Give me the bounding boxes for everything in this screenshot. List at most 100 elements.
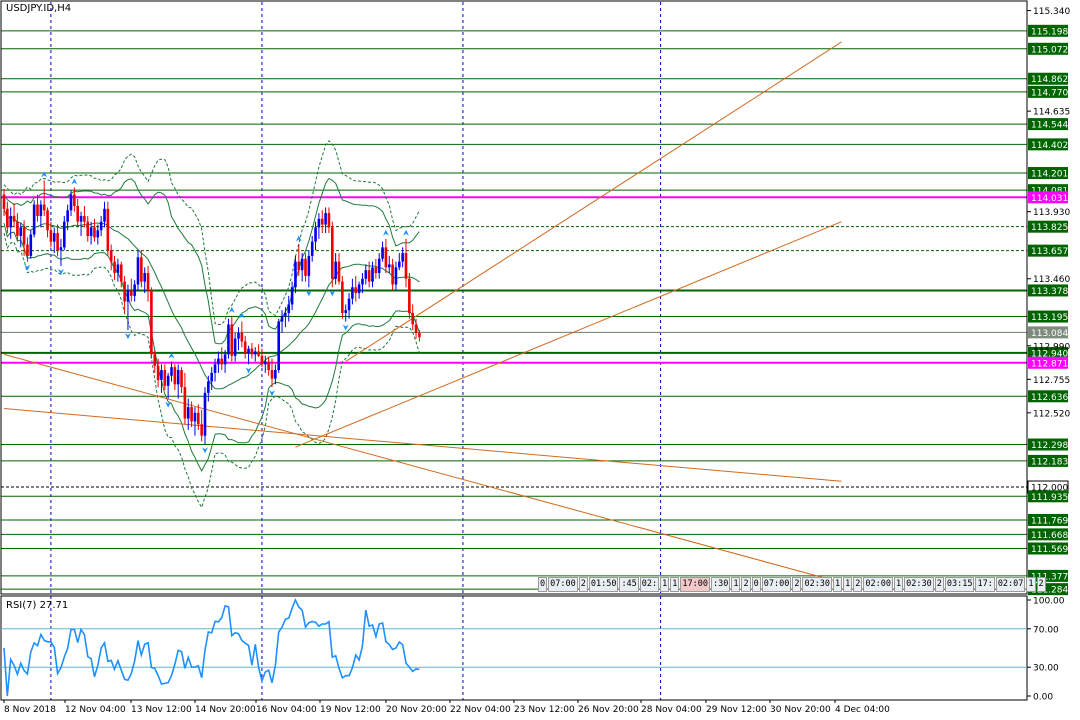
candle-body (46, 210, 49, 231)
fractal-up-icon (403, 229, 409, 236)
timeframe-cell[interactable]: 1 (1026, 577, 1036, 592)
candle-body (193, 412, 197, 422)
candle-body (49, 230, 53, 242)
price-level-label: 114.862 (1031, 75, 1068, 85)
timeframe-cell[interactable]: 2 (1036, 577, 1046, 592)
candle-body (83, 215, 86, 222)
timeframe-cell[interactable]: 07:00 (548, 577, 578, 592)
candle-body (408, 278, 411, 313)
candle-body (240, 332, 244, 342)
candle-body (200, 424, 203, 436)
timeframe-cell[interactable]: 02:30 (802, 577, 833, 592)
timeframe-cell[interactable]: 0 (538, 577, 548, 592)
candle-body (136, 257, 140, 285)
candle-body (317, 218, 321, 228)
timeframe-cell[interactable]: 2 (578, 577, 588, 592)
candle-body (213, 364, 217, 373)
candle-body (250, 348, 254, 355)
candle-body (153, 354, 157, 366)
timeframe-cell[interactable]: 07:00 (761, 577, 792, 592)
time-tick-label: 19 Nov 12:00 (320, 705, 381, 715)
candle-body (140, 257, 143, 282)
price-tick-label: 112.990 (1033, 342, 1070, 352)
price-level-tag (1028, 513, 1068, 526)
time-tick-label: 12 Nov 04:00 (65, 705, 126, 715)
timeframe-cell[interactable]: 2 (741, 577, 751, 592)
timeframe-strip[interactable]: 0 07:00 2 01:50:45 02: 1 1 17:00:30 1 2 0 07:00 2 02:… (538, 577, 1046, 592)
candle-body (290, 287, 294, 305)
candle-body (186, 407, 190, 419)
timeframe-cell[interactable]: :45 (619, 577, 639, 592)
candle-body (12, 215, 16, 222)
timeframe-cell[interactable]: 0 (751, 577, 761, 592)
candle-body (36, 204, 39, 216)
timeframe-cell[interactable]: 1 (731, 577, 741, 592)
band-lower (3, 222, 420, 472)
candle-body (387, 264, 391, 268)
fractal-down-icon (305, 290, 312, 297)
price-level-tag (1028, 85, 1068, 98)
timeframe-cell[interactable]: 2 (934, 577, 944, 592)
timeframe-cell[interactable]: 01:50 (588, 577, 619, 592)
price-tick-label: 113.460 (1033, 275, 1070, 285)
fractal-down-icon (24, 264, 31, 271)
time-tick-label: 16 Nov 04:00 (256, 705, 317, 715)
time-tick-label: 22 Nov 04:00 (450, 705, 511, 715)
candle-body (190, 407, 193, 422)
timeframe-cell[interactable]: 02:30 (904, 577, 934, 592)
price-level-label: 114.201 (1031, 170, 1068, 180)
candle-body (284, 312, 287, 316)
candle-body (6, 208, 9, 228)
candle-body (39, 204, 43, 216)
candle-body (294, 261, 297, 288)
candle-body (160, 370, 163, 381)
candle-body (63, 221, 66, 248)
fractal-down-icon (245, 367, 252, 374)
timeframe-cell[interactable]: 03:15 (944, 577, 975, 592)
timeframe-cell[interactable]: :30 (711, 577, 731, 592)
fractal-down-icon (165, 401, 172, 408)
timeframe-cell[interactable]: 1 (843, 577, 853, 592)
candle-body (297, 261, 301, 271)
candle-body (52, 233, 56, 242)
candle-body (119, 264, 123, 282)
price-level-label: 114.402 (1031, 141, 1068, 151)
time-tick-label: 13 Nov 12:00 (131, 705, 192, 715)
candle-body (327, 213, 331, 228)
timeframe-cell[interactable]: 02:07 (995, 577, 1026, 592)
candle-body (320, 218, 324, 225)
price-level-label: 111.668 (1031, 531, 1068, 541)
candle-body (79, 215, 83, 222)
candle-body (76, 205, 79, 222)
timeframe-cell[interactable]: 1 (660, 577, 670, 592)
timeframe-cell[interactable]: 02: (639, 577, 660, 592)
candle-body (66, 210, 69, 222)
main-frame (0, 0, 1028, 595)
price-level-label: 111.569 (1031, 545, 1068, 555)
candle-body (207, 381, 210, 393)
timeframe-cell[interactable]: 1 (670, 577, 680, 592)
candle-body (96, 230, 100, 238)
candle-body (337, 261, 341, 282)
fractal-down-icon (202, 447, 208, 454)
timeframe-cell[interactable]: 2 (792, 577, 802, 592)
price-level-tag (1028, 244, 1068, 257)
timeframe-cell[interactable]: 17: (975, 577, 995, 592)
candle-body (89, 227, 93, 236)
fractal-up-icon (71, 178, 78, 185)
trendline (3, 353, 842, 584)
trendlines (3, 41, 842, 584)
candle-body (404, 253, 408, 279)
candle-body (344, 310, 347, 313)
timeframe-cell[interactable]: 1 (833, 577, 843, 592)
candle-body (126, 290, 130, 302)
price-axis: 115.340 114.635 113.930 113.460 112.990 112.7… (0, 0, 1070, 701)
timeframe-cell[interactable]: 02:00 (863, 577, 894, 592)
price-level-label: 113.195 (1031, 313, 1068, 323)
candle-body (130, 290, 133, 296)
candle-body (324, 213, 327, 225)
timeframe-cell[interactable]: 1 (894, 577, 904, 592)
timeframe-cell[interactable]: 2 (853, 577, 863, 592)
timeframe-cell[interactable]: 17:00 (680, 577, 710, 592)
candle-body (394, 267, 398, 285)
